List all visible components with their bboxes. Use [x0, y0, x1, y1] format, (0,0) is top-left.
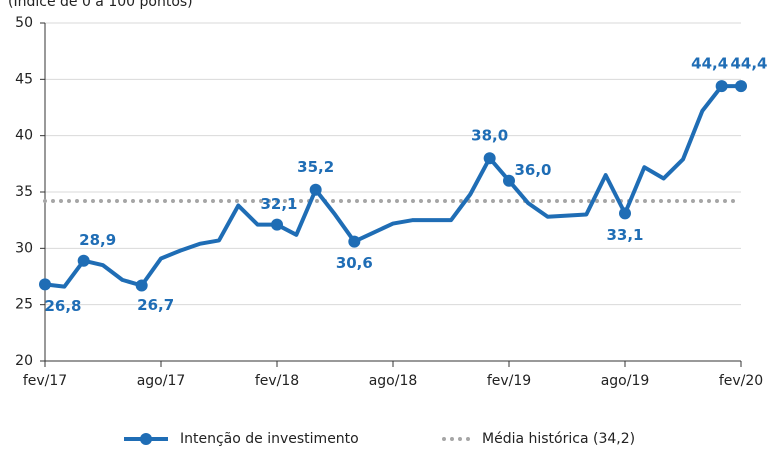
y-tick-label: 20 — [15, 353, 33, 369]
data-label: 44,4 — [730, 55, 767, 73]
data-point — [483, 152, 496, 165]
data-label: 35,2 — [297, 158, 334, 176]
series-line — [44, 84, 741, 289]
data-label: 26,8 — [44, 297, 81, 315]
data-label: 44,4 — [691, 55, 728, 73]
data-point — [271, 218, 283, 231]
x-tick-label: ago/19 — [601, 373, 650, 389]
y-tick-label: 40 — [15, 128, 33, 144]
data-label: 38,0 — [471, 127, 508, 145]
chart-subtitle: (Índice de 0 a 100 pontos) — [8, 0, 193, 10]
data-point — [715, 80, 728, 93]
data-label: 33,1 — [606, 226, 643, 244]
y-tick-label: 30 — [15, 240, 33, 256]
x-tick-label: fev/20 — [719, 373, 763, 389]
data-point — [348, 235, 361, 248]
x-tick-label: fev/17 — [23, 373, 67, 389]
x-tick-label: ago/17 — [137, 373, 186, 389]
x-tick-label: ago/18 — [369, 373, 418, 389]
legend-swatch — [140, 433, 152, 445]
data-point — [39, 278, 51, 291]
y-tick-label: 25 — [15, 297, 33, 313]
data-label: 28,9 — [79, 231, 116, 249]
data-point — [135, 279, 148, 292]
x-tick-label: fev/19 — [487, 373, 531, 389]
data-point — [619, 207, 631, 220]
y-tick-label: 35 — [15, 184, 33, 200]
data-point — [503, 174, 515, 187]
data-point — [309, 183, 322, 196]
data-label: 30,6 — [336, 254, 373, 272]
x-tick-label: fev/18 — [255, 373, 299, 389]
data-label: 36,0 — [514, 161, 551, 179]
y-tick-label: 50 — [15, 15, 33, 31]
y-tick-label: 45 — [15, 71, 33, 87]
data-point — [77, 254, 90, 267]
data-label: 26,7 — [137, 296, 174, 314]
data-label: 32,1 — [260, 195, 297, 213]
legend-label: Intenção de investimento — [180, 431, 359, 447]
legend-label: Média histórica (34,2) — [482, 431, 635, 447]
data-point — [735, 80, 747, 93]
